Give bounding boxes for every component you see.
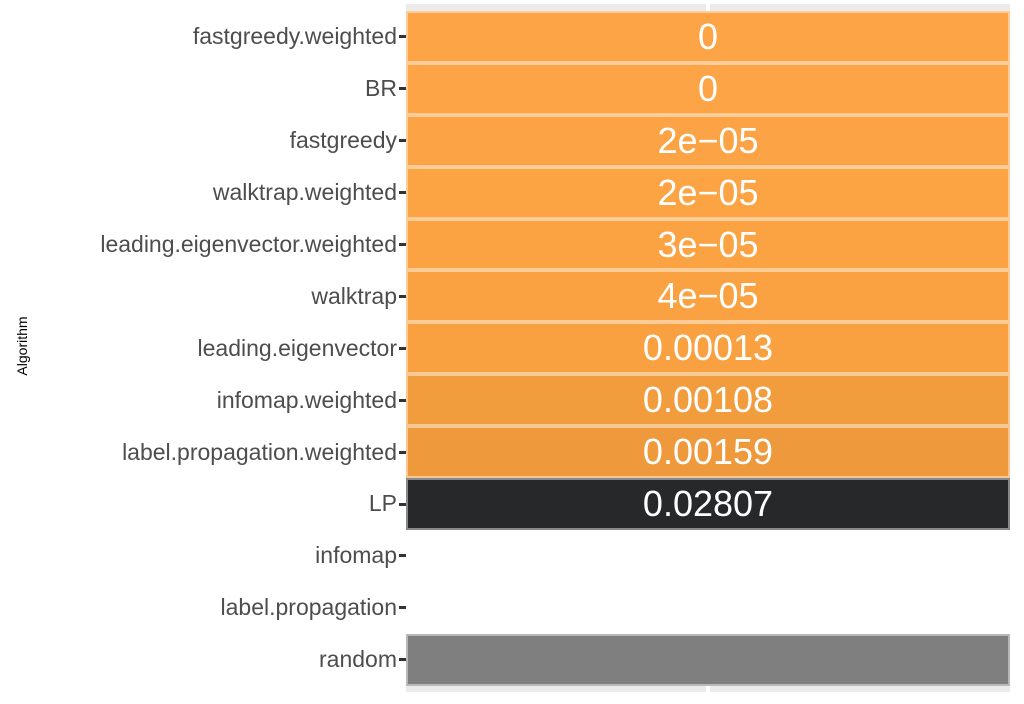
y-axis-label-leading.eigenvector.weighted: leading.eigenvector.weighted: [100, 231, 397, 257]
value-label: 4e−05: [657, 275, 759, 317]
tile-BR: 0: [406, 62, 1010, 115]
tile-leading.eigenvector.weighted: 3e−05: [406, 218, 1010, 271]
y-axis-tick: [399, 606, 406, 610]
tile-label.propagation: [406, 581, 1010, 634]
y-axis-tick: [399, 398, 406, 402]
tile-walktrap: 4e−05: [406, 270, 1010, 323]
tile-infomap: [406, 529, 1010, 582]
y-axis-label-label.propagation.weighted: label.propagation.weighted: [122, 438, 397, 465]
tile-fastgreedy.weighted: 0: [406, 11, 1010, 63]
y-axis-tick: [399, 191, 406, 195]
y-axis-tick: [399, 346, 406, 350]
y-axis-label-leading.eigenvector: leading.eigenvector: [197, 334, 397, 361]
y-axis-label-walktrap.weighted: walktrap.weighted: [212, 179, 397, 206]
tile-fastgreedy: 2e−05: [406, 114, 1010, 167]
y-axis-label-BR: BR: [365, 75, 397, 102]
value-label: 0.02807: [642, 482, 774, 524]
tile-label.propagation.weighted: 0.00159: [406, 426, 1010, 479]
y-axis-label-fastgreedy: fastgreedy: [289, 127, 397, 154]
y-axis-label-fastgreedy.weighted: fastgreedy.weighted: [192, 23, 397, 50]
tile-walktrap.weighted: 2e−05: [406, 166, 1010, 219]
y-axis-tick: [399, 35, 406, 39]
y-axis-tick: [399, 87, 406, 91]
y-axis-tick: [399, 139, 406, 143]
tile-column: 0 0 2e−05 2e−05 3e−05 4e−05 0.00013 0.00108 0.00…: [406, 11, 1010, 686]
tile-LP: 0.02807: [406, 478, 1010, 530]
y-axis-label-walktrap: walktrap: [311, 282, 397, 309]
value-label: 0: [697, 15, 719, 57]
value-label: 0.00013: [642, 327, 774, 369]
y-axis-label-infomap.weighted: infomap.weighted: [216, 386, 397, 413]
y-axis-label-LP: LP: [368, 490, 397, 517]
plot-panel: 0 0 2e−05 2e−05 3e−05 4e−05 0.00013 0.00108 0.00…: [406, 4, 1010, 692]
value-label: 3e−05: [657, 223, 759, 265]
y-axis-labels: fastgreedy.weighted BR fastgreedy walktrap.…: [0, 11, 397, 686]
value-label: 0: [697, 67, 719, 109]
tile-infomap.weighted: 0.00108: [406, 374, 1010, 427]
value-label: 2e−05: [657, 119, 759, 161]
y-axis-tick: [399, 243, 406, 247]
y-axis-tick: [399, 502, 406, 506]
y-axis-ticks: [399, 4, 406, 692]
y-axis-tick: [399, 450, 406, 454]
value-label: 2e−05: [657, 171, 759, 213]
tile-leading.eigenvector: 0.00013: [406, 322, 1010, 375]
y-axis-tick: [399, 554, 406, 558]
y-axis-label-label.propagation: label.propagation: [220, 594, 397, 621]
value-label: 0.00108: [642, 379, 774, 421]
y-axis-label-random: random: [319, 646, 397, 673]
tile-random: [406, 633, 1010, 686]
y-axis-tick: [399, 294, 406, 298]
value-label: 0.00159: [642, 431, 774, 473]
y-axis-label-infomap: infomap: [315, 542, 397, 569]
y-axis-tick: [399, 658, 406, 662]
